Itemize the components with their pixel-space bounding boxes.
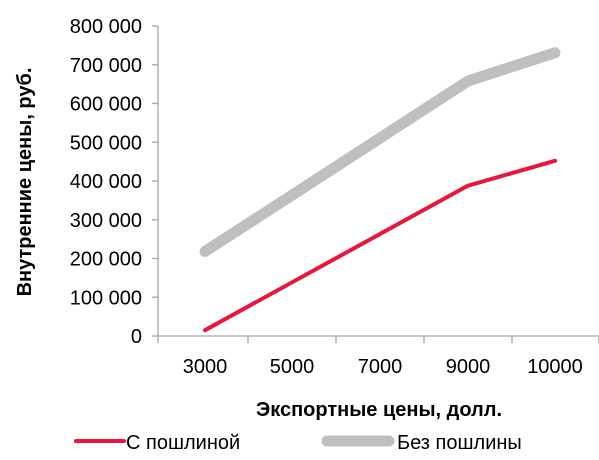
y-axis: 0 100 000 200 000 300 000 400 000 500 000 600 … — [70, 16, 159, 348]
x-tick-label: 5000 — [270, 356, 315, 378]
legend: С пошлиной Без пошлины — [74, 432, 522, 454]
y-tick-label: 600 000 — [70, 94, 142, 116]
x-axis: 3000 5000 7000 9000 10000 — [157, 335, 599, 378]
y-axis-title: Внутренние цены, руб. — [14, 68, 36, 297]
series-layer — [199, 47, 561, 333]
x-tick-label: 10000 — [527, 356, 583, 378]
y-tick-label: 100 000 — [70, 287, 142, 309]
y-tick-label: 700 000 — [70, 55, 142, 77]
series-line-2 — [199, 47, 561, 258]
legend-label: Без пошлины — [397, 432, 522, 454]
x-tick-label: 9000 — [446, 356, 491, 378]
x-axis-title: Экспортные цены, долл. — [256, 399, 502, 421]
y-tick-label: 400 000 — [70, 171, 142, 193]
y-tick-label: 300 000 — [70, 210, 142, 232]
y-tick-label: 0 — [131, 326, 142, 348]
y-tick-label: 800 000 — [70, 16, 142, 38]
x-tick-label: 7000 — [358, 356, 403, 378]
series-line-1 — [203, 158, 557, 333]
y-tick-label: 200 000 — [70, 249, 142, 271]
legend-label: С пошлиной — [126, 432, 240, 454]
y-tick-label: 500 000 — [70, 132, 142, 154]
x-tick-label: 3000 — [183, 356, 228, 378]
